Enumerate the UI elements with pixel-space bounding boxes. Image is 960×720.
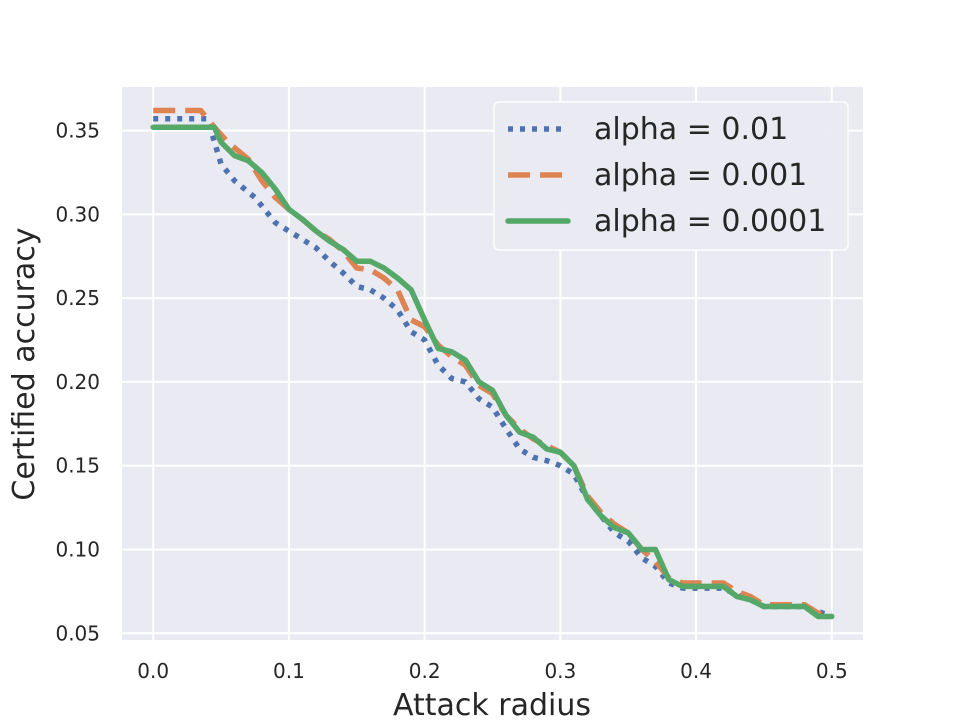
x-tick-label: 0.0: [137, 659, 169, 683]
y-tick-label: 0.10: [55, 538, 100, 562]
series-layer: [150, 107, 835, 620]
legend: alpha = 0.01 alpha = 0.001 alpha = 0.0001: [493, 101, 849, 251]
x-tick-label: 0.5: [816, 659, 848, 683]
series-line-2: [150, 124, 835, 620]
series-line-1: [153, 107, 832, 616]
x-axis-ticks: 0.0 0.1 0.2 0.3 0.4 0.5: [137, 659, 847, 683]
x-tick-label: 0.1: [273, 659, 305, 683]
legend-label-2: alpha = 0.0001: [594, 204, 826, 239]
y-tick-label: 0.35: [55, 119, 100, 143]
y-tick-label: 0.05: [55, 621, 100, 645]
legend-box: [493, 101, 849, 251]
y-axis-ticks: 0.05 0.10 0.15 0.20 0.25 0.30 0.35: [55, 119, 100, 646]
y-tick-label: 0.25: [55, 286, 100, 310]
y-tick-label: 0.15: [55, 454, 100, 478]
grid: [122, 87, 863, 640]
y-tick-label: 0.20: [55, 370, 100, 394]
x-tick-label: 0.2: [409, 659, 441, 683]
y-axis-label: Certified accuracy: [7, 227, 42, 500]
x-tick-label: 0.4: [680, 659, 712, 683]
x-tick-label: 0.3: [544, 659, 576, 683]
legend-label-1: alpha = 0.001: [594, 158, 807, 193]
x-axis-label: Attack radius: [393, 688, 591, 720]
y-tick-label: 0.30: [55, 202, 100, 226]
legend-label-0: alpha = 0.01: [594, 112, 788, 147]
